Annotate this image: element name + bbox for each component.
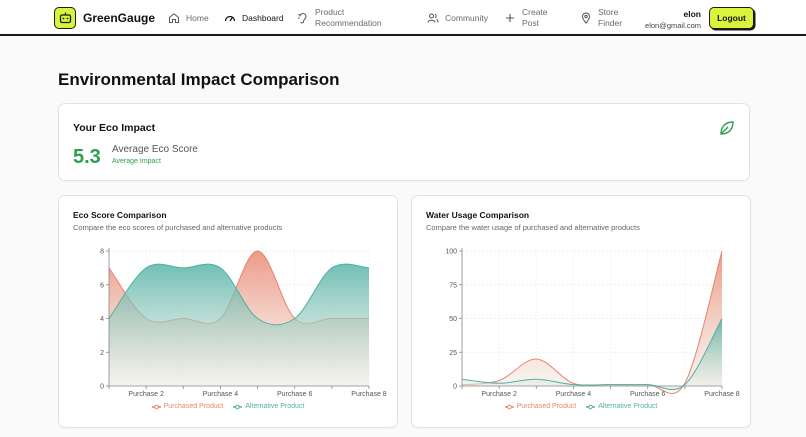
x-tick-label: Purchase 4 <box>556 391 592 398</box>
legend-purchased-label: Purchased Product <box>516 403 577 410</box>
y-tick-label: 8 <box>100 249 104 256</box>
x-tick-label: Purchase 4 <box>203 391 239 398</box>
top-navbar: GreenGauge Home Dashboard Product Recomm… <box>0 0 806 36</box>
nav-product-recommendation[interactable]: Product Recommendation <box>297 0 392 36</box>
nav-community-label: Community <box>445 12 488 23</box>
nav-community[interactable]: Community <box>427 0 488 36</box>
water-usage-chart-plot: 0 25 50 75 100 Purchase 2 Purchase 4 Purchase 6… <box>445 248 740 398</box>
x-tick-label: Purchase 6 <box>277 391 313 398</box>
eco-score-chart-card: Eco Score Comparison Compare the eco sco… <box>58 195 398 428</box>
line-alternative <box>108 263 370 326</box>
y-tick-label: 0 <box>100 384 104 391</box>
eco-impact-card: Your Eco Impact 5.3 Average Eco Score Av… <box>58 103 750 181</box>
eco-score-chart-plot: 0 2 4 6 8 Purchase 2 Purchase 4 Purchase 6 Purch… <box>100 248 387 398</box>
user-email: elon@gmail.com <box>645 21 701 30</box>
water-usage-chart-card: Water Usage Comparison Compare the water… <box>411 195 751 428</box>
water-usage-chart-title: Water Usage Comparison <box>426 210 530 220</box>
x-tick-label: Purchase 2 <box>481 391 517 398</box>
nav-home-label: Home <box>186 12 209 23</box>
legend-purchased[interactable]: Purchased Product <box>504 403 577 410</box>
users-icon <box>427 13 439 23</box>
line-purchased <box>461 250 723 394</box>
eco-score-chart-subtitle: Compare the eco scores of purchased and … <box>73 223 283 232</box>
legend-alternative[interactable]: Alternative Product <box>586 403 657 410</box>
x-tick-label: Purchase 6 <box>630 391 666 398</box>
x-tick-label: Purchase 8 <box>351 391 387 398</box>
water-usage-chart-legend: Purchased Product Alternative Product <box>412 403 750 410</box>
y-tick-label: 0 <box>453 384 457 391</box>
eco-score-sublabel: Average Impact <box>112 158 161 165</box>
nav-store-finder-label: Store Finder <box>598 7 623 28</box>
y-tick-label: 25 <box>449 350 457 357</box>
nav-store-finder[interactable]: Store Finder <box>580 0 640 36</box>
x-tick-label: Purchase 2 <box>128 391 164 398</box>
legend-purchased[interactable]: Purchased Product <box>151 403 224 410</box>
user-name: elon <box>683 9 701 19</box>
nav-product-recommendation-label: Product Recommendation <box>315 7 382 28</box>
legend-alternative-label: Alternative Product <box>598 403 658 410</box>
y-tick-label: 2 <box>100 350 104 357</box>
brand-name[interactable]: GreenGauge <box>83 11 156 25</box>
y-tick-label: 75 <box>449 282 457 289</box>
y-tick-label: 4 <box>100 316 104 323</box>
map-pin-icon <box>581 12 591 24</box>
legend-alternative-label: Alternative Product <box>245 403 305 410</box>
user-info: elon elon@gmail.com <box>645 9 701 30</box>
x-tick-label: Purchase 8 <box>704 391 740 398</box>
eco-score-label: Average Eco Score <box>112 144 198 155</box>
gauge-icon <box>224 15 236 22</box>
water-usage-chart-subtitle: Compare the water usage of purchased and… <box>426 223 640 232</box>
nav-dashboard-label: Dashboard <box>242 12 284 23</box>
legend-purchased-label: Purchased Product <box>163 403 224 410</box>
eco-score-chart-legend: Purchased Product Alternative Product <box>59 403 397 410</box>
page-title: Environmental Impact Comparison <box>58 70 340 89</box>
eco-score-value: 5.3 <box>73 146 101 168</box>
logout-button[interactable]: Logout <box>709 7 754 29</box>
robot-logo-icon[interactable] <box>54 7 76 29</box>
ear-icon <box>298 13 307 24</box>
area-alternative <box>109 264 369 386</box>
line-alternative <box>461 318 723 390</box>
eco-impact-title: Your Eco Impact <box>73 122 156 134</box>
nav-create-post-label: Create Post <box>522 7 548 28</box>
home-icon <box>169 13 179 23</box>
eco-score-chart-title: Eco Score Comparison <box>73 210 167 220</box>
leaf-icon <box>720 121 734 135</box>
nav-dashboard[interactable]: Dashboard <box>224 0 284 36</box>
area-alternative <box>462 318 722 390</box>
y-tick-label: 6 <box>100 282 104 289</box>
area-purchased <box>462 251 722 394</box>
nav-home[interactable]: Home <box>168 0 209 36</box>
y-tick-label: 100 <box>445 249 457 256</box>
y-tick-label: 50 <box>449 316 457 323</box>
legend-alternative[interactable]: Alternative Product <box>233 403 304 410</box>
nav-create-post[interactable]: Create Post <box>504 0 564 36</box>
plus-icon <box>506 14 514 22</box>
